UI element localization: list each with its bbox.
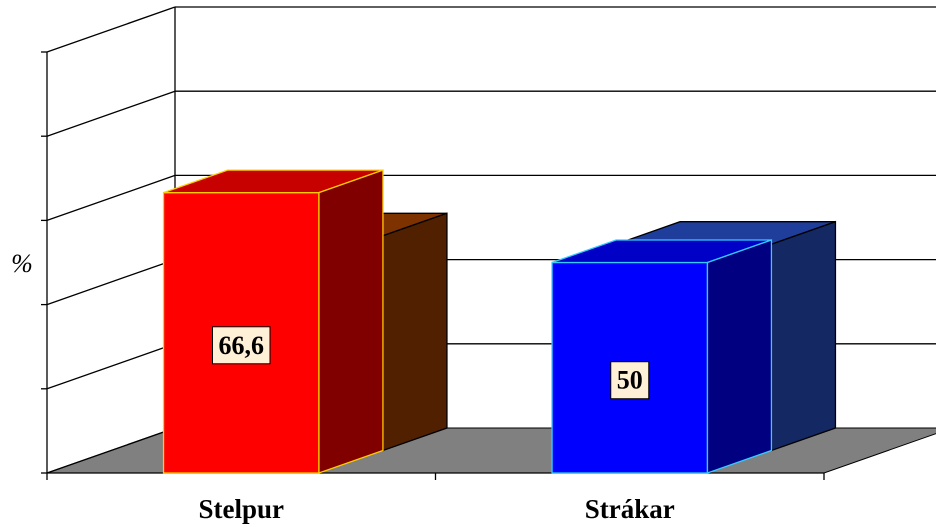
- grid-line: [46, 427, 176, 474]
- value-label: 50: [617, 366, 643, 395]
- value-label-box: [212, 326, 271, 365]
- grid-line: [46, 90, 176, 137]
- grid-line: [46, 6, 176, 53]
- bar-side: [770, 220, 837, 452]
- x-tick-label: Strákar: [585, 494, 675, 524]
- x-tick-label: Stelpur: [198, 494, 284, 524]
- bar: [551, 239, 773, 474]
- bar-side: [382, 212, 448, 452]
- grid-line: [46, 174, 176, 222]
- grid-line: [46, 258, 176, 306]
- value-label-box: [610, 361, 650, 400]
- value-label: 66,6: [219, 331, 265, 360]
- bar-side: [318, 169, 384, 474]
- y-axis-label: %: [11, 249, 33, 278]
- bar-side: [706, 239, 773, 474]
- bar: [162, 169, 384, 474]
- grid-line: [46, 343, 176, 390]
